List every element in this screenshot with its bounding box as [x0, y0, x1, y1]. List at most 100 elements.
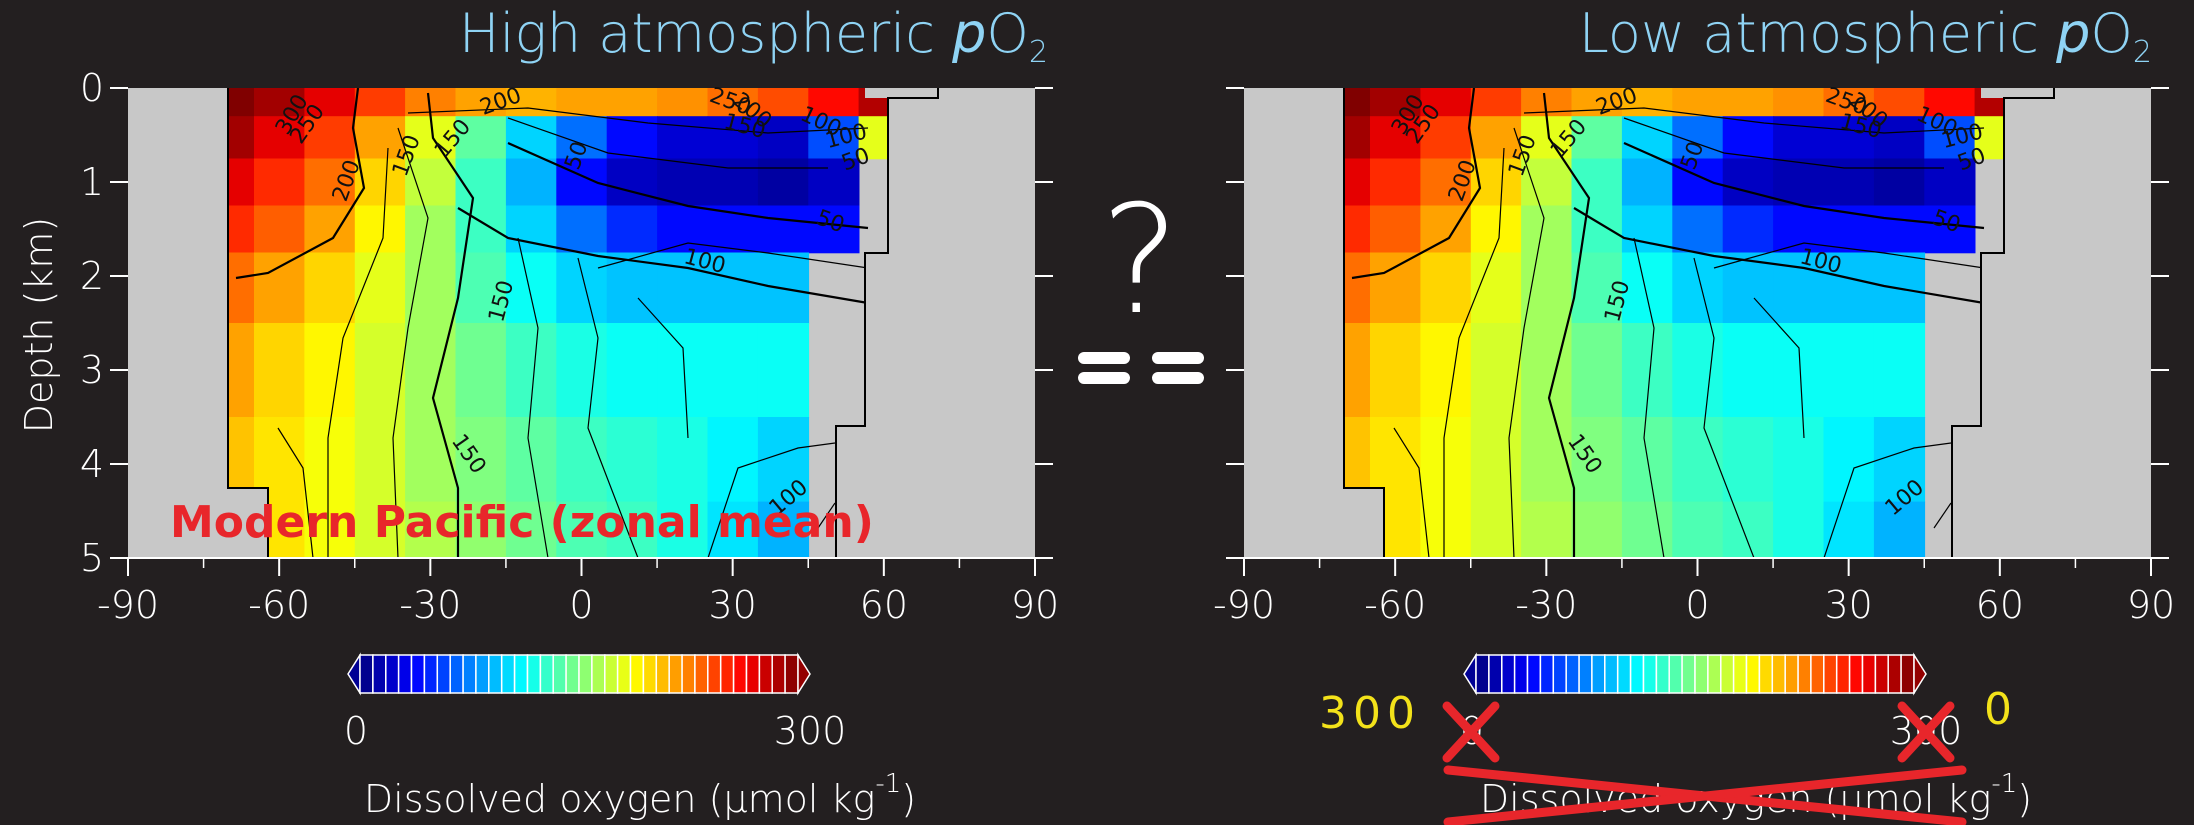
heatmap-cell — [1672, 502, 1723, 559]
heatmap-cell — [1723, 323, 1774, 418]
heatmap-cell — [1672, 206, 1723, 254]
replacement-min-label: 300 — [1319, 688, 1421, 739]
heatmap-cell — [657, 88, 708, 117]
heatmap-cell — [607, 323, 658, 418]
colorbar-swatch — [1502, 655, 1515, 693]
heatmap-cell — [506, 159, 557, 207]
equals-bar-right-bottom — [1152, 372, 1204, 384]
colorbar-swatch — [759, 655, 772, 693]
colorbar-swatch — [1798, 655, 1811, 693]
colorbar-swatch — [1708, 655, 1721, 693]
heatmap-cell — [405, 417, 456, 502]
x-tick-label: 0 — [569, 583, 593, 627]
question-mark: ? — [1100, 174, 1180, 348]
colorbar-swatch — [1721, 655, 1734, 693]
heatmap-cell — [556, 323, 607, 418]
heatmap-cell — [1370, 206, 1421, 254]
colorbar-swatch — [463, 655, 476, 693]
heatmap-cell — [1723, 88, 1774, 117]
heatmap-cell — [1521, 502, 1572, 559]
colorbar-swatch — [579, 655, 592, 693]
heatmap-cell — [1622, 502, 1673, 559]
heatmap-cell — [456, 206, 507, 254]
colorbar-swatch — [553, 655, 566, 693]
colorbar-swatch — [592, 655, 605, 693]
colorbar-swatch — [708, 655, 721, 693]
equals-bar-left-top — [1078, 352, 1130, 364]
heatmap-cell — [1723, 159, 1774, 207]
colorbar-swatch — [1644, 655, 1657, 693]
colorbar-swatch — [1669, 655, 1682, 693]
colorbar-swatch — [373, 655, 386, 693]
equals-bar-left-bottom — [1078, 372, 1130, 384]
colorbar-min-arrow — [348, 655, 360, 693]
left-chart-title: High atmospheric pO2 — [459, 2, 1048, 70]
heatmap-cell — [1672, 253, 1723, 324]
heatmap-cell — [1471, 502, 1522, 559]
heatmap-cell — [1773, 116, 1824, 159]
heatmap-cell — [1773, 206, 1824, 254]
colorbar-swatch — [1618, 655, 1631, 693]
heatmap-cell — [254, 159, 305, 207]
heatmap-cell — [1471, 88, 1522, 117]
x-tick-label: 30 — [708, 583, 756, 627]
colorbar-swatch — [1682, 655, 1695, 693]
colorbar-swatch — [399, 655, 412, 693]
x-tick-label: 90 — [2127, 583, 2175, 627]
colorbar-swatch — [747, 655, 760, 693]
left-colorbar-min-label: 0 — [344, 709, 368, 753]
heatmap-cell — [1521, 206, 1572, 254]
x-tick-label: 30 — [1824, 583, 1872, 627]
colorbar-swatch — [1592, 655, 1605, 693]
colorbar-swatch — [1605, 655, 1618, 693]
x-tick-label: -60 — [248, 583, 310, 627]
colorbar-swatch — [502, 655, 515, 693]
left-colorbar-title: Dissolved oxygen (μmol kg-1) — [364, 769, 916, 821]
heatmap-cell — [657, 323, 708, 418]
heatmap-cell — [304, 323, 355, 418]
colorbar-swatch — [669, 655, 682, 693]
colorbar-swatch — [1476, 655, 1489, 693]
heatmap-cell — [1521, 417, 1572, 502]
colorbar-swatch — [412, 655, 425, 693]
colorbar-swatch — [1553, 655, 1566, 693]
colorbar-swatch — [772, 655, 785, 693]
x-tick-label: -90 — [1213, 583, 1275, 627]
colorbar-swatch — [1631, 655, 1644, 693]
heatmap-cell — [1370, 253, 1421, 324]
heatmap-cell — [1874, 323, 1925, 418]
heatmap-cell — [607, 159, 658, 207]
colorbar-swatch — [1875, 655, 1888, 693]
left-colorbar — [348, 655, 810, 693]
colorbar-swatch — [605, 655, 618, 693]
heatmap-cell — [1521, 253, 1572, 324]
colorbar-swatch — [437, 655, 450, 693]
colorbar-swatch — [1759, 655, 1772, 693]
heatmap-cell — [1723, 417, 1774, 502]
heatmap-cell — [556, 253, 607, 324]
heatmap-cell — [1420, 253, 1471, 324]
colorbar-swatch — [1747, 655, 1760, 693]
heatmap-cell — [657, 206, 708, 254]
colorbar-swatch — [1824, 655, 1837, 693]
heatmap-cell — [355, 323, 406, 418]
x-tick-label: 0 — [1685, 583, 1709, 627]
colorbar-swatch — [528, 655, 541, 693]
right-chart-title: Low atmospheric pO2 — [1579, 2, 2152, 70]
colorbar-max-arrow — [798, 655, 810, 693]
y-tick-label: 1 — [80, 160, 104, 204]
heatmap-cell — [1874, 159, 1925, 207]
replacement-max-label: 0 — [1984, 684, 2012, 735]
colorbar-swatch — [656, 655, 669, 693]
heatmap-cell — [1471, 206, 1522, 254]
colorbar-swatch — [1850, 655, 1863, 693]
heatmap-cell — [708, 159, 759, 207]
y-tick-label: 0 — [80, 66, 104, 110]
equals-bar-right-top — [1152, 352, 1204, 364]
heatmap-cell — [1874, 206, 1925, 254]
heatmap-cell — [355, 206, 406, 254]
colorbar-swatch — [1734, 655, 1747, 693]
heatmap-cell — [1622, 159, 1673, 207]
heatmap-cell — [1420, 417, 1471, 502]
colorbar-swatch — [566, 655, 579, 693]
